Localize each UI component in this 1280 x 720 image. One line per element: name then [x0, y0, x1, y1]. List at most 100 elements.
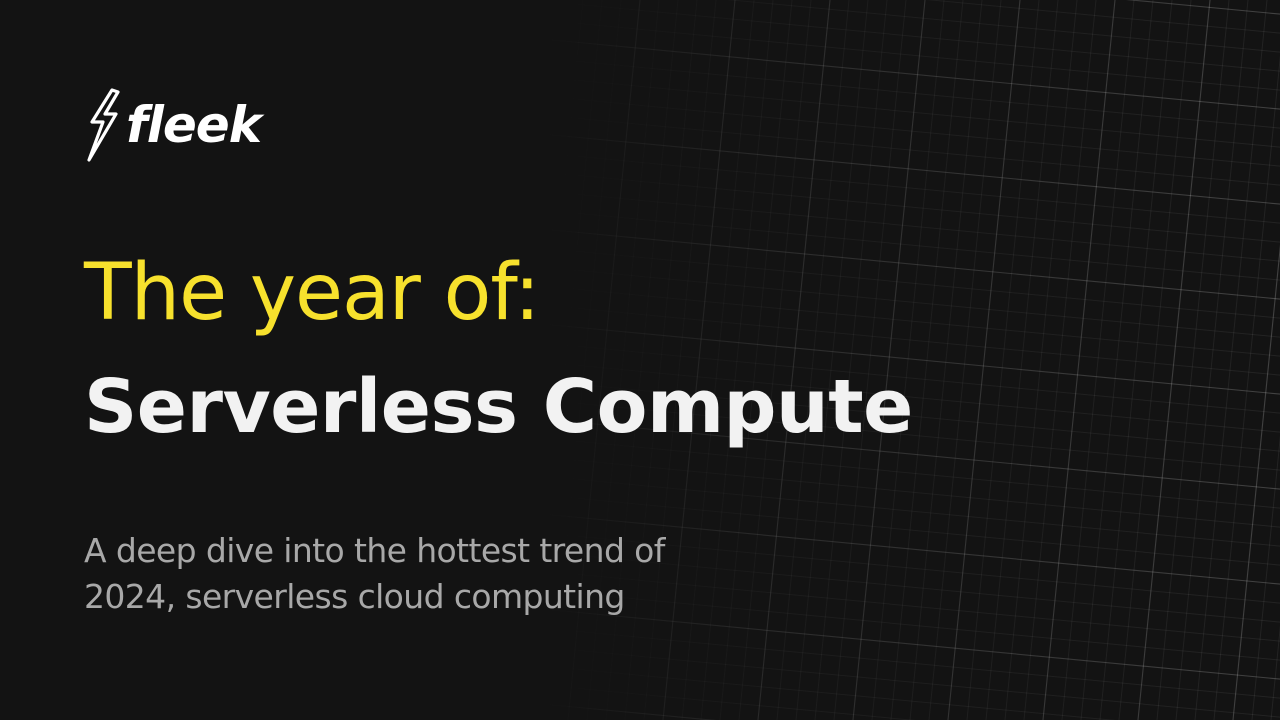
grid-line	[776, 0, 850, 720]
grid-line	[499, 623, 1280, 699]
grid-line	[263, 0, 337, 720]
grid-line	[586, 0, 660, 720]
grid-line	[567, 0, 641, 720]
grid-line	[814, 0, 888, 720]
grid-line	[1125, 0, 1280, 15]
grid-line	[499, 566, 1280, 642]
grid-line	[499, 205, 1280, 281]
headline-line-2: Serverless Compute	[84, 364, 913, 450]
grid-line	[282, 0, 356, 720]
grid-line	[726, 0, 1280, 53]
grid-line	[926, 0, 1280, 34]
grid-line	[1023, 0, 1097, 720]
grid-line	[499, 110, 1280, 186]
grid-line	[499, 186, 1280, 262]
grid-line	[499, 471, 1280, 547]
grid-line	[1080, 0, 1154, 720]
grid-line	[499, 129, 1280, 205]
grid-line	[499, 319, 1280, 395]
grid-line	[499, 395, 1280, 471]
grid-line	[472, 0, 546, 720]
grid-line	[301, 0, 375, 720]
grid-line	[453, 0, 527, 720]
grid-line	[526, 0, 1280, 72]
grid-line	[499, 15, 1280, 91]
grid-line	[1194, 0, 1268, 720]
grid-line	[662, 0, 736, 720]
grid-line	[320, 0, 394, 720]
grid-line	[510, 0, 584, 720]
grid-line	[1061, 0, 1135, 720]
grid-line	[499, 680, 916, 720]
grid-line	[529, 0, 603, 720]
grid-line	[966, 0, 1040, 720]
grid-line	[499, 604, 1280, 680]
brand-logo[interactable]: fleek	[84, 88, 262, 162]
grid-line	[1156, 0, 1230, 720]
grid-line	[624, 0, 698, 720]
grid-line	[1251, 434, 1280, 720]
grid-line	[396, 0, 470, 720]
grid-line	[947, 0, 1021, 720]
grid-line	[499, 528, 1280, 604]
grid-line	[244, 0, 318, 720]
grid-line	[499, 34, 1280, 110]
grid-line	[499, 262, 1280, 338]
grid-line	[719, 0, 793, 720]
grid-line	[499, 661, 1116, 720]
grid-line	[833, 0, 907, 720]
grid-line	[909, 0, 983, 720]
grid-line	[499, 452, 1280, 528]
grid-line	[491, 0, 565, 720]
grid-line	[928, 0, 1002, 720]
grid-line	[499, 72, 1280, 148]
grid-line	[871, 0, 945, 720]
grid-line	[499, 699, 717, 720]
grid-line	[1042, 0, 1116, 720]
grid-line	[499, 167, 1280, 243]
grid-line	[499, 338, 1280, 414]
grid-line	[499, 224, 1280, 300]
grid-line	[1175, 0, 1249, 720]
headline-line-1: The year of:	[84, 248, 540, 338]
grid-line	[415, 0, 489, 720]
grid-line	[499, 357, 1280, 433]
grid-line	[985, 0, 1059, 720]
grid-line	[795, 0, 869, 720]
grid-line	[499, 243, 1280, 319]
grid-line	[377, 0, 451, 720]
grid-line	[605, 0, 679, 720]
grid-line	[499, 91, 1280, 167]
grid-line	[499, 585, 1280, 661]
subtitle-line-2: 2024, serverless cloud computing	[84, 577, 625, 616]
grid-line	[499, 490, 1280, 566]
grid-line	[499, 547, 1280, 623]
grid-line	[499, 376, 1280, 452]
lightning-bolt-icon	[87, 88, 120, 162]
grid-line	[225, 0, 299, 720]
subtitle-line-1: A deep dive into the hottest trend of	[84, 531, 665, 570]
grid-line	[1099, 0, 1173, 720]
grid-line	[548, 0, 622, 720]
grid-line	[499, 148, 1280, 224]
brand-wordmark: fleek	[126, 96, 262, 154]
grid-line	[681, 0, 755, 720]
grid-line	[499, 433, 1280, 509]
grid-line	[643, 0, 717, 720]
grid-line	[434, 0, 508, 720]
grid-line	[187, 0, 261, 720]
grid-line	[852, 0, 926, 720]
grid-line	[1213, 54, 1280, 720]
grid-line	[1137, 0, 1211, 720]
grid-line	[1232, 244, 1280, 720]
grid-line	[499, 53, 1280, 129]
grid-line	[358, 0, 432, 720]
grid-line	[757, 0, 831, 720]
grid-line	[499, 300, 1280, 376]
grid-line	[206, 0, 280, 720]
grid-line	[1004, 0, 1078, 720]
grid-line	[499, 281, 1280, 357]
grid-line	[738, 0, 812, 720]
